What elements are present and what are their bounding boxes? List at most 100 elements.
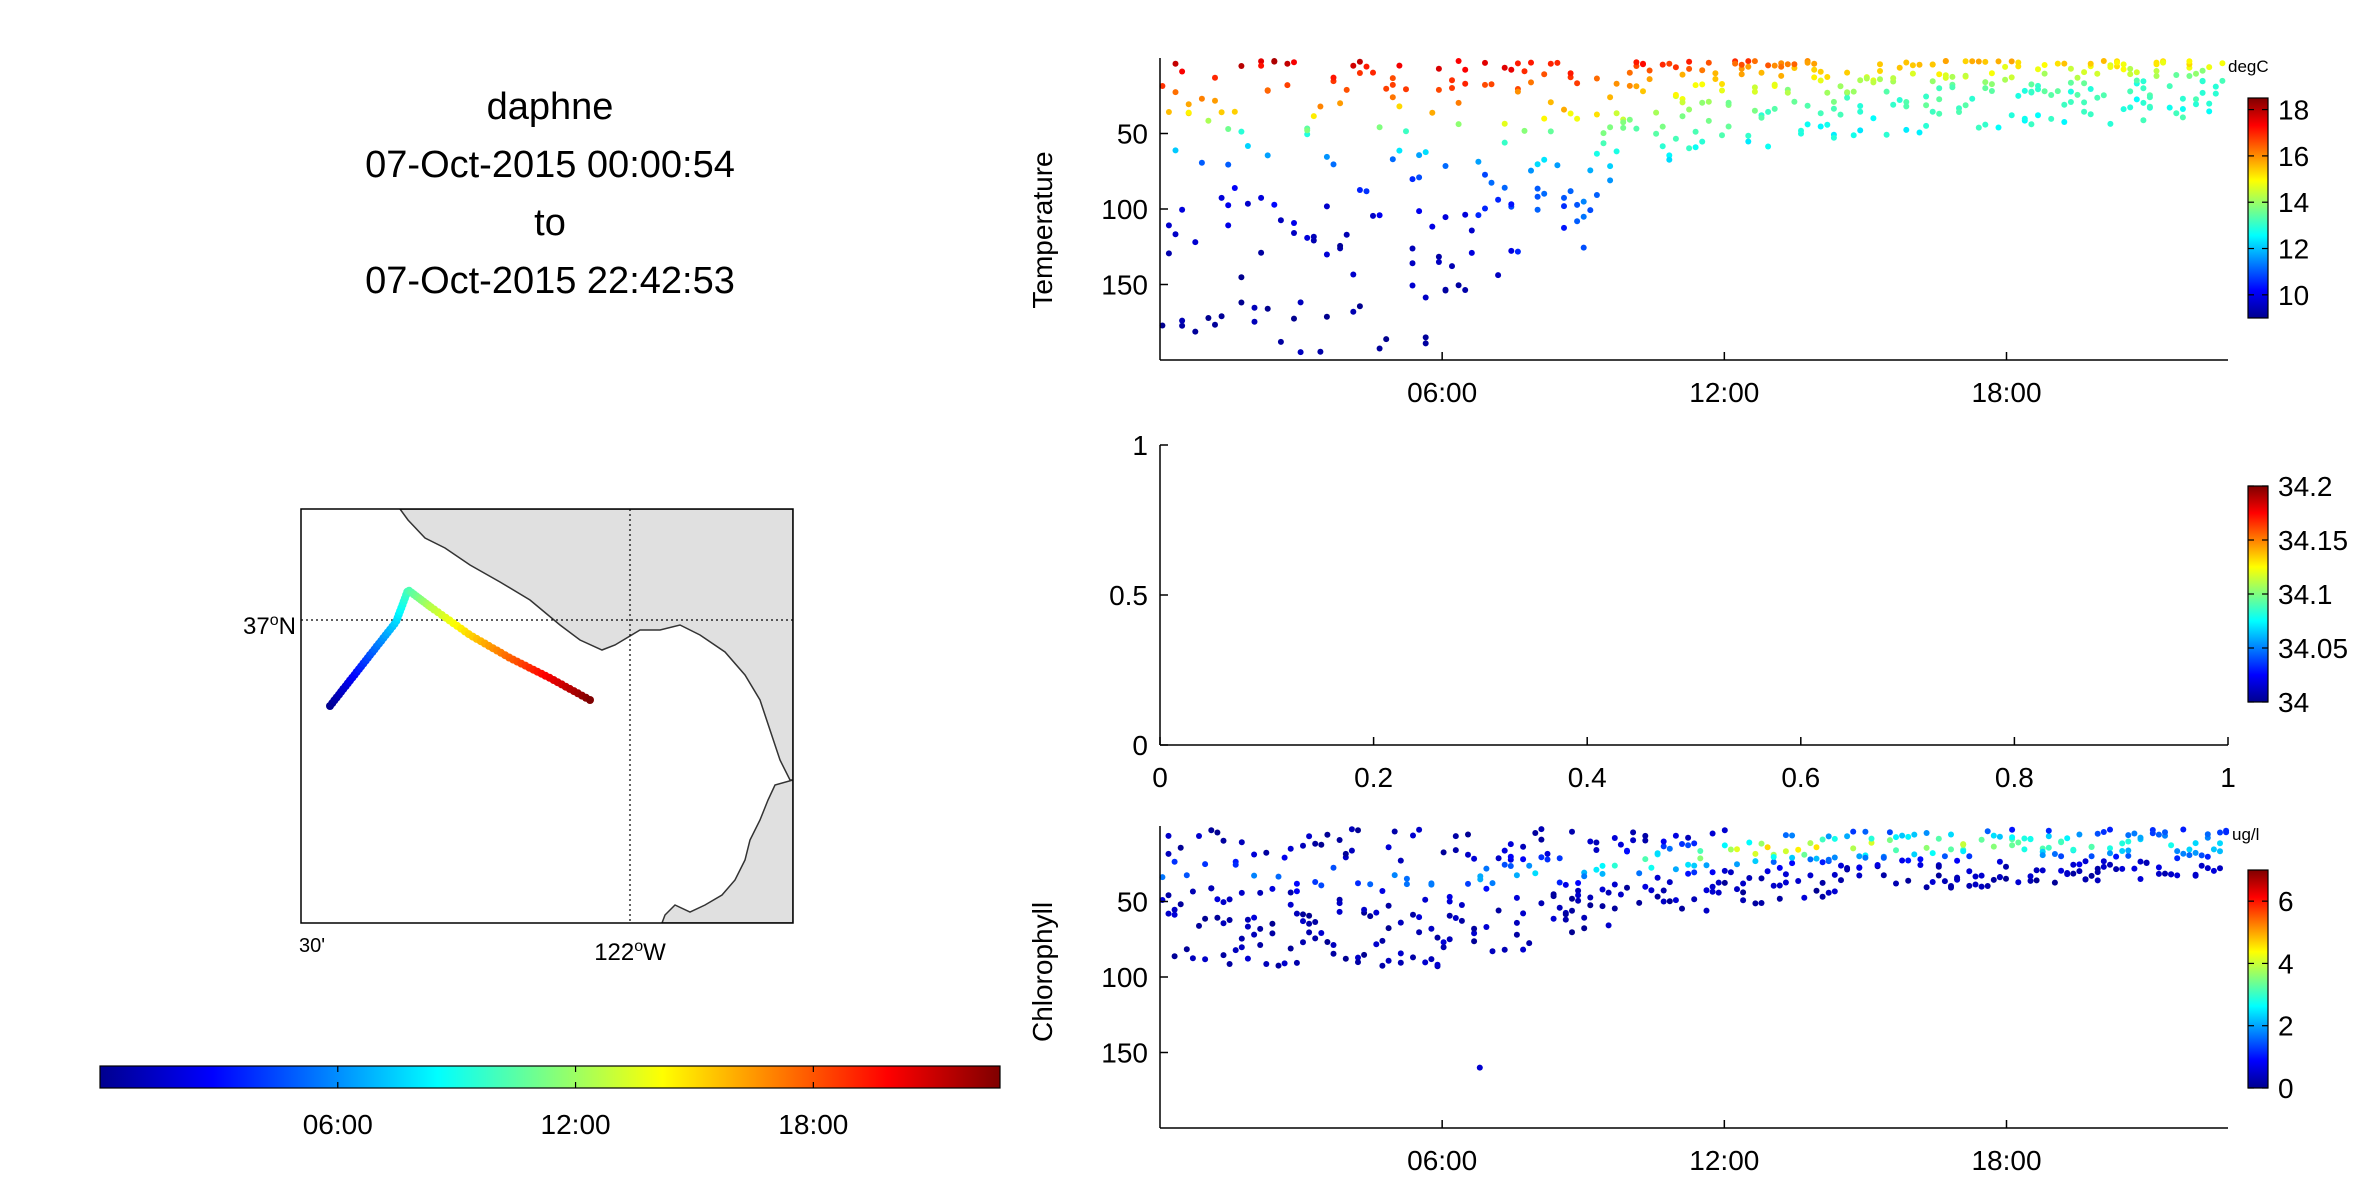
temperature-point [1172, 231, 1179, 238]
temperature-point [2107, 120, 2114, 127]
temperature-point [2160, 59, 2167, 66]
temperature-point [1830, 105, 1837, 112]
sal-ytick-label: 0 [1132, 730, 1148, 761]
temperature-point [1442, 287, 1449, 294]
temperature-point [1159, 83, 1166, 89]
temperature-point [1982, 58, 1989, 65]
chlorophyll-point [2003, 875, 2009, 882]
chlorophyll-point [1416, 914, 1423, 921]
chlorophyll-point [2100, 829, 2107, 835]
temperature-point [1244, 200, 1251, 207]
temperature-point [2212, 90, 2219, 97]
chlorophyll-point [1165, 892, 1172, 899]
chlorophyll-point [2113, 866, 2120, 873]
chlorophyll-point [2039, 852, 2046, 859]
chlorophyll-point [1538, 826, 1545, 833]
chlorophyll-point [1611, 881, 1618, 888]
temperature-point [1633, 59, 1640, 66]
temperature-point [1745, 63, 1752, 70]
temperature-point [1462, 66, 1469, 73]
temperature-point [1482, 171, 1488, 178]
chlorophyll-point [1544, 850, 1551, 857]
chlorophyll-point [1342, 850, 1349, 857]
temperature-point [1376, 212, 1383, 219]
temperature-point [1376, 124, 1383, 131]
chlorophyll-point [1605, 889, 1612, 896]
chlorophyll-point [1403, 875, 1410, 882]
chlorophyll-point [1569, 907, 1575, 914]
temperature-point [1626, 69, 1633, 76]
temperature-point [1403, 128, 1409, 135]
temperature-point [1719, 81, 1725, 87]
temperature-point [1646, 76, 1653, 83]
temperature-point [1363, 188, 1370, 195]
temperature-point [2067, 99, 2074, 105]
chlorophyll-point [2064, 870, 2071, 876]
chlorophyll-point [1911, 831, 1918, 838]
chl-xtick-label: 06:00 [1407, 1145, 1477, 1176]
temperature-point [1482, 205, 1488, 212]
chlorophyll-point [1520, 843, 1527, 850]
temperature-point [1514, 88, 1521, 95]
temperature-point [1429, 109, 1436, 116]
temperature-point [1310, 113, 1317, 120]
chlorophyll-point [1672, 866, 1679, 873]
chlorophyll-point [2204, 865, 2211, 872]
chlorophyll-point [1948, 831, 1954, 838]
chlorophyll-points [1159, 826, 2230, 1071]
chlorophyll-point [1391, 828, 1398, 835]
temperature-point [1277, 338, 1284, 345]
temperature-point [1699, 138, 1706, 145]
chlorophyll-point [1336, 837, 1343, 843]
chlorophyll-point [1923, 844, 1930, 851]
temperature-point [1725, 123, 1732, 130]
chlorophyll-point [1263, 849, 1270, 856]
chlorophyll-point [1593, 866, 1600, 873]
temperature-point [2087, 86, 2094, 92]
temperature-point [2028, 81, 2035, 88]
chlorophyll-point [1355, 954, 1361, 961]
temperature-point [1574, 80, 1581, 87]
temperature-point [1686, 106, 1693, 113]
chlorophyll-point [2137, 858, 2144, 865]
temperature-point [1205, 315, 1212, 321]
chlorophyll-point [2198, 852, 2205, 859]
temperature-point [1561, 106, 1567, 113]
chlorophyll-point [1709, 883, 1716, 890]
chlorophyll-point [1593, 847, 1600, 853]
temperature-point [2153, 73, 2160, 79]
chlorophyll-point [1941, 853, 1948, 860]
chlorophyll-point [1685, 861, 1692, 868]
chlorophyll-point [1287, 889, 1294, 896]
temperature-point [1251, 304, 1258, 311]
temperature-point [1692, 144, 1699, 151]
temperature-point [1165, 109, 1172, 115]
chlorophyll-point [1367, 913, 1374, 920]
chl-ytick-label: 150 [1101, 1038, 1148, 1069]
temperature-point [1528, 167, 1534, 174]
chlorophyll-point [1465, 851, 1471, 858]
temperature-point [2094, 94, 2101, 101]
temperature-point [1291, 59, 1297, 66]
temperature-point [1890, 75, 1897, 82]
start-time: 07-Oct-2015 00:00:54 [365, 144, 735, 186]
chlorophyll-point [1868, 839, 1875, 846]
chlorophyll-point [2125, 852, 2132, 859]
chlorophyll-point [1776, 864, 1783, 871]
chlorophyll-point [1458, 917, 1465, 924]
temp-units: degC [2228, 57, 2269, 76]
chlorophyll-point [1183, 872, 1190, 879]
temperature-point [1758, 69, 1765, 76]
time-cbar-label: 18:00 [778, 1109, 848, 1140]
chlorophyll-point [1630, 829, 1637, 836]
temperature-point [1508, 201, 1515, 208]
temperature-point [1567, 70, 1574, 77]
chlorophyll-point [1984, 828, 1991, 835]
chlorophyll-point [1752, 900, 1759, 907]
chlorophyll-point [1367, 881, 1374, 888]
chlorophyll-point [2100, 863, 2107, 870]
temperature-point [2179, 114, 2186, 121]
temperature-point [1396, 62, 1403, 69]
temperature-point [1370, 69, 1376, 76]
temperature-point [2081, 69, 2088, 76]
